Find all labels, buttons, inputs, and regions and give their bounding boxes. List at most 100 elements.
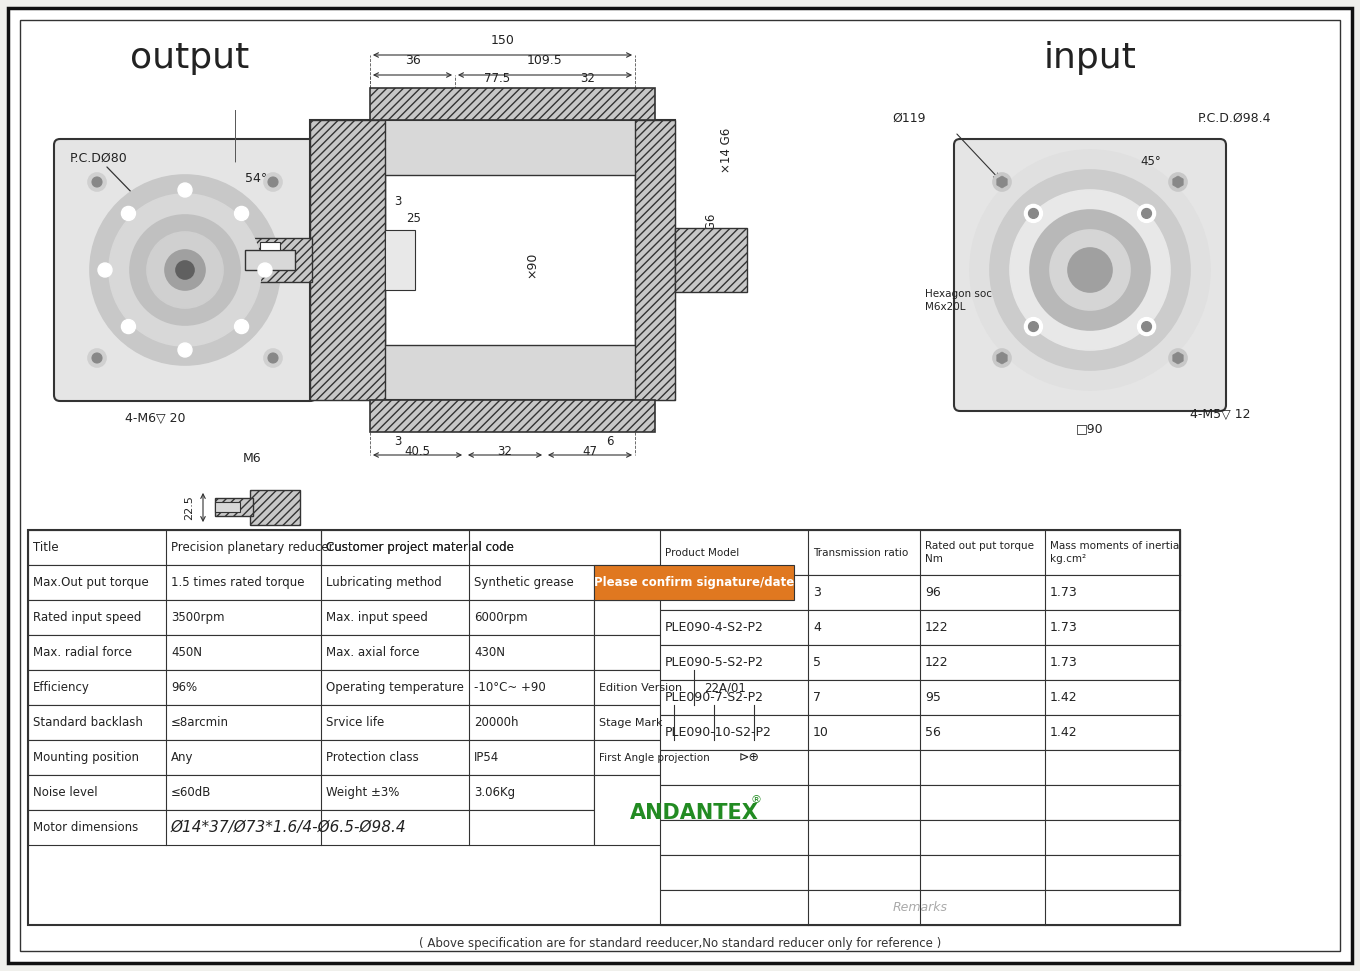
Bar bbox=[29, 705, 594, 740]
Bar bbox=[660, 530, 1180, 575]
Text: Motor dimensions: Motor dimensions bbox=[33, 821, 139, 834]
Text: ≤8arcmin: ≤8arcmin bbox=[171, 716, 228, 729]
Bar bbox=[385, 175, 635, 345]
Text: 32: 32 bbox=[581, 72, 594, 85]
Bar bbox=[660, 715, 1180, 750]
Circle shape bbox=[178, 343, 192, 357]
Text: ×14 G6: ×14 G6 bbox=[721, 128, 733, 173]
Bar bbox=[370, 88, 656, 120]
Bar bbox=[594, 740, 794, 775]
Circle shape bbox=[993, 173, 1010, 191]
Text: Hexagon socket screws
M6x20L: Hexagon socket screws M6x20L bbox=[925, 288, 1047, 312]
Polygon shape bbox=[1172, 176, 1183, 188]
Text: IP54: IP54 bbox=[475, 751, 499, 764]
Bar bbox=[660, 855, 1180, 890]
Bar bbox=[660, 785, 1180, 820]
Circle shape bbox=[268, 177, 277, 187]
Text: Lubricating method: Lubricating method bbox=[326, 576, 442, 589]
Text: 3500rpm: 3500rpm bbox=[171, 611, 224, 624]
Bar bbox=[660, 680, 1180, 715]
Text: 430N: 430N bbox=[475, 646, 505, 659]
Circle shape bbox=[1137, 205, 1156, 222]
Text: Standard backlash: Standard backlash bbox=[33, 716, 143, 729]
Text: 22.5: 22.5 bbox=[184, 495, 194, 519]
Text: 10: 10 bbox=[813, 726, 828, 739]
Text: 6000rpm: 6000rpm bbox=[475, 611, 528, 624]
Text: P.C.DØ80: P.C.DØ80 bbox=[69, 151, 128, 164]
Text: Remarks: Remarks bbox=[892, 901, 948, 914]
Text: Product Model: Product Model bbox=[665, 548, 740, 557]
FancyBboxPatch shape bbox=[54, 139, 316, 401]
Text: 7: 7 bbox=[813, 691, 821, 704]
Bar bbox=[370, 400, 656, 432]
Bar bbox=[594, 635, 794, 670]
Text: ( Above specification are for standard reeducer,No standard reducer only for ref: ( Above specification are for standard r… bbox=[419, 936, 941, 950]
Text: Edition Version: Edition Version bbox=[598, 683, 683, 692]
Bar bbox=[29, 600, 594, 635]
Circle shape bbox=[268, 353, 277, 363]
Text: ANDANTEX: ANDANTEX bbox=[630, 803, 759, 823]
Circle shape bbox=[92, 353, 102, 363]
Bar bbox=[660, 890, 1180, 925]
Text: Max. radial force: Max. radial force bbox=[33, 646, 132, 659]
Text: Efficiency: Efficiency bbox=[33, 681, 90, 694]
Text: Srvice life: Srvice life bbox=[326, 716, 385, 729]
Bar bbox=[594, 600, 794, 635]
Bar bbox=[660, 820, 1180, 855]
Text: Transmission ratio: Transmission ratio bbox=[813, 548, 908, 557]
Text: 22A/01: 22A/01 bbox=[704, 681, 745, 694]
Text: 1.42: 1.42 bbox=[1050, 691, 1077, 704]
Circle shape bbox=[90, 175, 280, 365]
Bar bbox=[660, 610, 1180, 645]
Text: 56: 56 bbox=[925, 726, 941, 739]
Bar bbox=[29, 810, 594, 845]
Circle shape bbox=[1024, 205, 1042, 222]
Text: Max. input speed: Max. input speed bbox=[326, 611, 428, 624]
Text: output: output bbox=[131, 41, 250, 75]
Bar bbox=[29, 635, 594, 670]
Circle shape bbox=[67, 152, 303, 388]
Text: Title: Title bbox=[33, 541, 58, 554]
Bar bbox=[29, 775, 594, 810]
Text: Mounting position: Mounting position bbox=[33, 751, 139, 764]
Text: Max.Out put torque: Max.Out put torque bbox=[33, 576, 148, 589]
Bar bbox=[635, 120, 675, 400]
Text: Precision planetary reducer: Precision planetary reducer bbox=[171, 541, 333, 554]
Text: 18: 18 bbox=[235, 543, 250, 553]
Text: PLE090-5-S2-P2: PLE090-5-S2-P2 bbox=[665, 656, 764, 669]
Text: 54°: 54° bbox=[245, 172, 268, 185]
Bar bbox=[660, 645, 1180, 680]
Circle shape bbox=[92, 177, 102, 187]
Text: 3.06Kg: 3.06Kg bbox=[475, 786, 515, 799]
Text: Weight ±3%: Weight ±3% bbox=[326, 786, 400, 799]
Text: PLE090-3-S2-P2: PLE090-3-S2-P2 bbox=[665, 586, 764, 599]
Text: 96: 96 bbox=[925, 586, 941, 599]
Text: ×90: ×90 bbox=[525, 251, 539, 278]
Text: Ø68g6: Ø68g6 bbox=[321, 195, 359, 208]
Text: 45°: 45° bbox=[1140, 155, 1160, 168]
Text: Protection class: Protection class bbox=[326, 751, 419, 764]
Circle shape bbox=[121, 319, 136, 334]
Text: 6: 6 bbox=[607, 435, 613, 448]
Bar bbox=[215, 498, 253, 516]
Text: 109.5: 109.5 bbox=[528, 54, 563, 67]
Text: 7: 7 bbox=[687, 275, 694, 288]
Polygon shape bbox=[997, 352, 1008, 364]
Text: PLE090-10-S2-P2: PLE090-10-S2-P2 bbox=[665, 726, 772, 739]
Text: 5: 5 bbox=[813, 656, 821, 669]
Text: Rated input speed: Rated input speed bbox=[33, 611, 141, 624]
Circle shape bbox=[1068, 248, 1112, 292]
Text: 95: 95 bbox=[925, 691, 941, 704]
Bar bbox=[660, 750, 1180, 785]
Circle shape bbox=[98, 263, 112, 277]
Polygon shape bbox=[1172, 352, 1183, 364]
Text: -10°C~ +90: -10°C~ +90 bbox=[475, 681, 545, 694]
Text: 1.73: 1.73 bbox=[1050, 656, 1077, 669]
Text: Noise level: Noise level bbox=[33, 786, 98, 799]
Bar bbox=[321, 530, 794, 565]
Circle shape bbox=[178, 183, 192, 197]
Text: 32: 32 bbox=[498, 445, 513, 458]
Text: 3: 3 bbox=[394, 195, 401, 208]
Text: 450N: 450N bbox=[171, 646, 203, 659]
Text: PLE090-4-S2-P2: PLE090-4-S2-P2 bbox=[665, 621, 764, 634]
